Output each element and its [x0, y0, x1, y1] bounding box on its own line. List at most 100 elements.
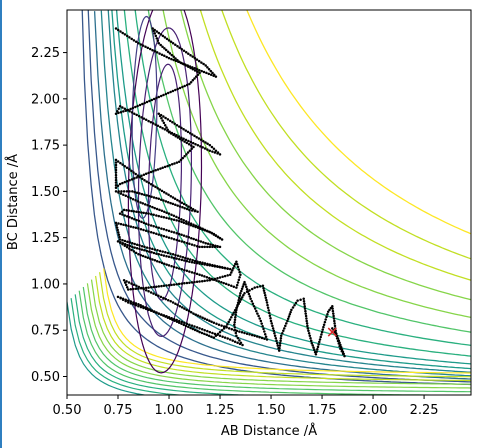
- trajectory-point: [117, 231, 120, 234]
- trajectory-point: [174, 43, 177, 47]
- trajectory-point: [315, 350, 318, 354]
- trajectory-point: [169, 300, 172, 303]
- trajectory-point: [279, 339, 282, 342]
- trajectory-point: [155, 225, 158, 229]
- trajectory-point: [262, 289, 266, 292]
- trajectory-point: [164, 116, 167, 120]
- trajectory-point: [167, 56, 171, 60]
- trajectory-point: [129, 225, 133, 228]
- trajectory-point: [203, 229, 207, 232]
- trajectory-point: [177, 125, 181, 128]
- trajectory-point: [151, 48, 154, 52]
- trajectory-point: [248, 295, 252, 298]
- trajectory-point: [310, 341, 314, 345]
- trajectory-point: [172, 256, 176, 260]
- trajectory-point: [173, 319, 176, 323]
- trajectory-point: [306, 327, 310, 330]
- trajectory-point: [152, 196, 156, 199]
- trajectory-point: [143, 203, 147, 206]
- trajectory-point: [114, 161, 118, 164]
- trajectory-point: [291, 306, 295, 309]
- trajectory-point: [279, 336, 283, 340]
- trajectory-point: [131, 197, 135, 201]
- trajectory-point: [256, 312, 259, 315]
- trajectory-point: [181, 138, 184, 142]
- trajectory-point: [138, 192, 141, 195]
- trajectory-point: [144, 118, 148, 122]
- trajectory-point: [189, 80, 193, 84]
- trajectory-point: [198, 273, 201, 276]
- trajectory-point: [218, 276, 222, 279]
- trajectory-point: [167, 217, 171, 220]
- trajectory-point: [199, 315, 202, 318]
- trajectory-point: [180, 306, 184, 309]
- trajectory-point: [130, 169, 133, 173]
- trajectory-point: [185, 308, 188, 312]
- trajectory-point: [180, 220, 183, 224]
- trajectory-point: [141, 44, 145, 47]
- trajectory-point: [137, 114, 141, 118]
- trajectory-point: [193, 325, 196, 328]
- trajectory-point: [239, 273, 242, 276]
- trajectory-point: [175, 283, 178, 286]
- trajectory-point: [206, 142, 209, 146]
- trajectory-point: [233, 264, 236, 268]
- trajectory-point: [277, 349, 281, 352]
- trajectory-point: [126, 288, 130, 291]
- trajectory-point: [170, 256, 173, 259]
- trajectory-point: [164, 297, 168, 301]
- trajectory-point: [153, 32, 156, 35]
- trajectory-point: [156, 186, 159, 190]
- trajectory-point: [175, 219, 178, 222]
- trajectory-point: [122, 223, 125, 226]
- trajectory-point: [250, 287, 254, 291]
- trajectory-point: [189, 224, 193, 227]
- trajectory-point: [176, 136, 180, 139]
- trajectory-point: [323, 320, 327, 324]
- x-tick-label: 1.00: [155, 403, 184, 418]
- trajectory-point: [287, 315, 291, 318]
- trajectory-point: [185, 207, 189, 211]
- trajectory-point: [190, 144, 193, 147]
- trajectory-point: [200, 245, 204, 249]
- trajectory-point: [146, 204, 149, 207]
- trajectory-point: [207, 334, 211, 338]
- trajectory-point: [119, 241, 122, 245]
- trajectory-point: [218, 237, 222, 240]
- trajectory-point: [324, 318, 327, 321]
- trajectory-point: [201, 316, 204, 319]
- trajectory-point: [316, 348, 319, 351]
- trajectory-point: [175, 266, 178, 269]
- ridge-contour: [162, 10, 471, 319]
- trajectory-point: [145, 180, 148, 183]
- trajectory-point: [144, 255, 147, 259]
- trajectory-point: [155, 311, 158, 314]
- trajectory-point: [212, 321, 216, 325]
- trajectory-point: [274, 336, 278, 340]
- trajectory-point: [192, 312, 195, 315]
- trajectory-point: [151, 205, 154, 209]
- trajectory-point: [167, 283, 171, 287]
- trajectory-point: [137, 42, 140, 45]
- trajectory-point: [326, 310, 330, 313]
- trajectory-point: [163, 54, 166, 58]
- trajectory-point: [188, 258, 192, 261]
- trajectory-point: [118, 182, 122, 186]
- trajectory-point: [170, 237, 173, 240]
- trajectory-point: [123, 244, 127, 247]
- trajectory-point: [156, 124, 160, 128]
- trajectory-point: [132, 210, 136, 213]
- trajectory-point: [268, 314, 272, 317]
- trajectory-point: [243, 280, 246, 284]
- trajectory-point: [142, 173, 146, 176]
- trajectory-point: [140, 116, 143, 119]
- trajectory-point: [129, 302, 133, 305]
- trajectory-point: [157, 197, 161, 201]
- trajectory-point: [174, 302, 177, 305]
- trajectory-point: [331, 309, 335, 313]
- trajectory-point: [193, 280, 196, 284]
- trajectory-point: [116, 228, 119, 232]
- trajectory-point: [210, 145, 214, 149]
- trajectory-point: [328, 308, 331, 312]
- trajectory-point: [282, 329, 285, 333]
